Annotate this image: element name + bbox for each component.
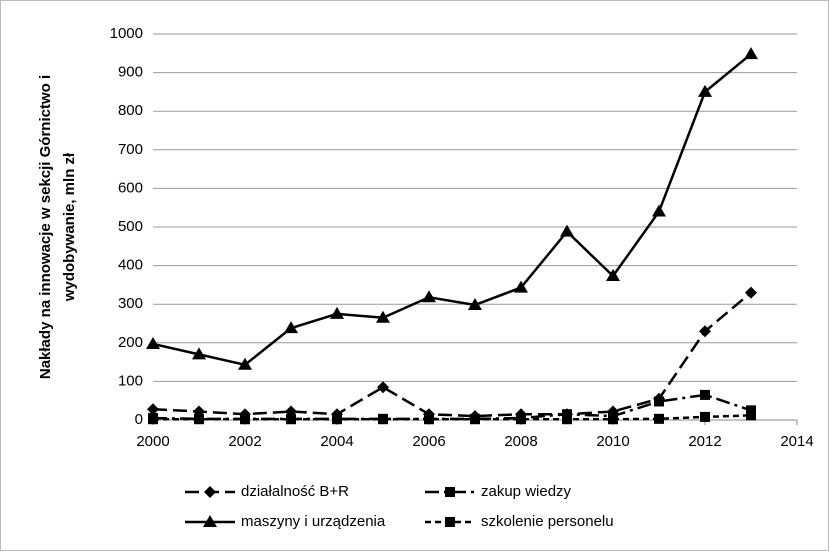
legend-marker (204, 486, 216, 498)
marker (746, 410, 756, 421)
marker (516, 414, 526, 425)
marker (746, 405, 756, 416)
y-tick-label: 400 (118, 257, 143, 274)
x-tick-label: 2002 (228, 433, 261, 450)
marker (284, 321, 298, 334)
marker (698, 84, 712, 97)
x-tick-label: 2010 (596, 433, 629, 450)
marker (745, 286, 757, 299)
marker (654, 413, 664, 424)
marker (147, 403, 159, 416)
marker (560, 224, 574, 237)
legend-marker (445, 487, 455, 497)
marker (424, 414, 434, 425)
marker (608, 414, 618, 425)
marker (146, 336, 160, 349)
marker (606, 269, 620, 282)
marker (286, 414, 296, 425)
marker (744, 47, 758, 60)
y-tick-label: 500 (118, 218, 143, 235)
marker (654, 396, 664, 407)
marker (562, 409, 572, 420)
marker (468, 297, 482, 310)
legend-label: szkolenie personelu (481, 513, 614, 530)
legend-label: działalność B+R (241, 483, 349, 500)
y-tick-label: 600 (118, 179, 143, 196)
marker (192, 347, 206, 360)
marker (376, 310, 390, 323)
marker (470, 414, 480, 425)
marker (332, 414, 342, 425)
y-axis-label: Nakłady na innowacje w sekcji Górnictwo … (37, 75, 54, 379)
y-tick-label: 800 (118, 102, 143, 119)
legend-label: zakup wiedzy (481, 483, 572, 500)
y-axis-label: wydobywanie, mln zł (61, 152, 78, 302)
y-tick-label: 1000 (110, 25, 143, 42)
marker (194, 414, 204, 425)
series-line (152, 393, 752, 421)
x-tick-label: 2000 (136, 433, 169, 450)
marker (238, 357, 252, 370)
x-tick-label: 2014 (780, 433, 813, 450)
y-tick-label: 0 (135, 411, 143, 428)
marker (378, 414, 388, 425)
marker (699, 325, 711, 338)
marker (514, 280, 528, 293)
legend-label: maszyny i urządzenia (241, 513, 386, 530)
x-tick-label: 2008 (504, 433, 537, 450)
x-tick-label: 2006 (412, 433, 445, 450)
y-tick-label: 700 (118, 141, 143, 158)
marker (240, 414, 250, 425)
x-tick-label: 2012 (688, 433, 721, 450)
marker (377, 381, 389, 394)
legend-marker (445, 517, 455, 527)
x-tick-label: 2004 (320, 433, 353, 450)
y-tick-label: 200 (118, 334, 143, 351)
series-line (152, 53, 752, 367)
marker (652, 204, 666, 217)
marker (562, 414, 572, 425)
marker (148, 414, 158, 425)
marker (700, 389, 710, 400)
legend-marker (203, 515, 217, 527)
marker (330, 306, 344, 319)
y-tick-label: 100 (118, 372, 143, 389)
y-tick-label: 900 (118, 64, 143, 81)
marker (700, 411, 710, 422)
marker (422, 290, 436, 303)
y-tick-label: 300 (118, 295, 143, 312)
